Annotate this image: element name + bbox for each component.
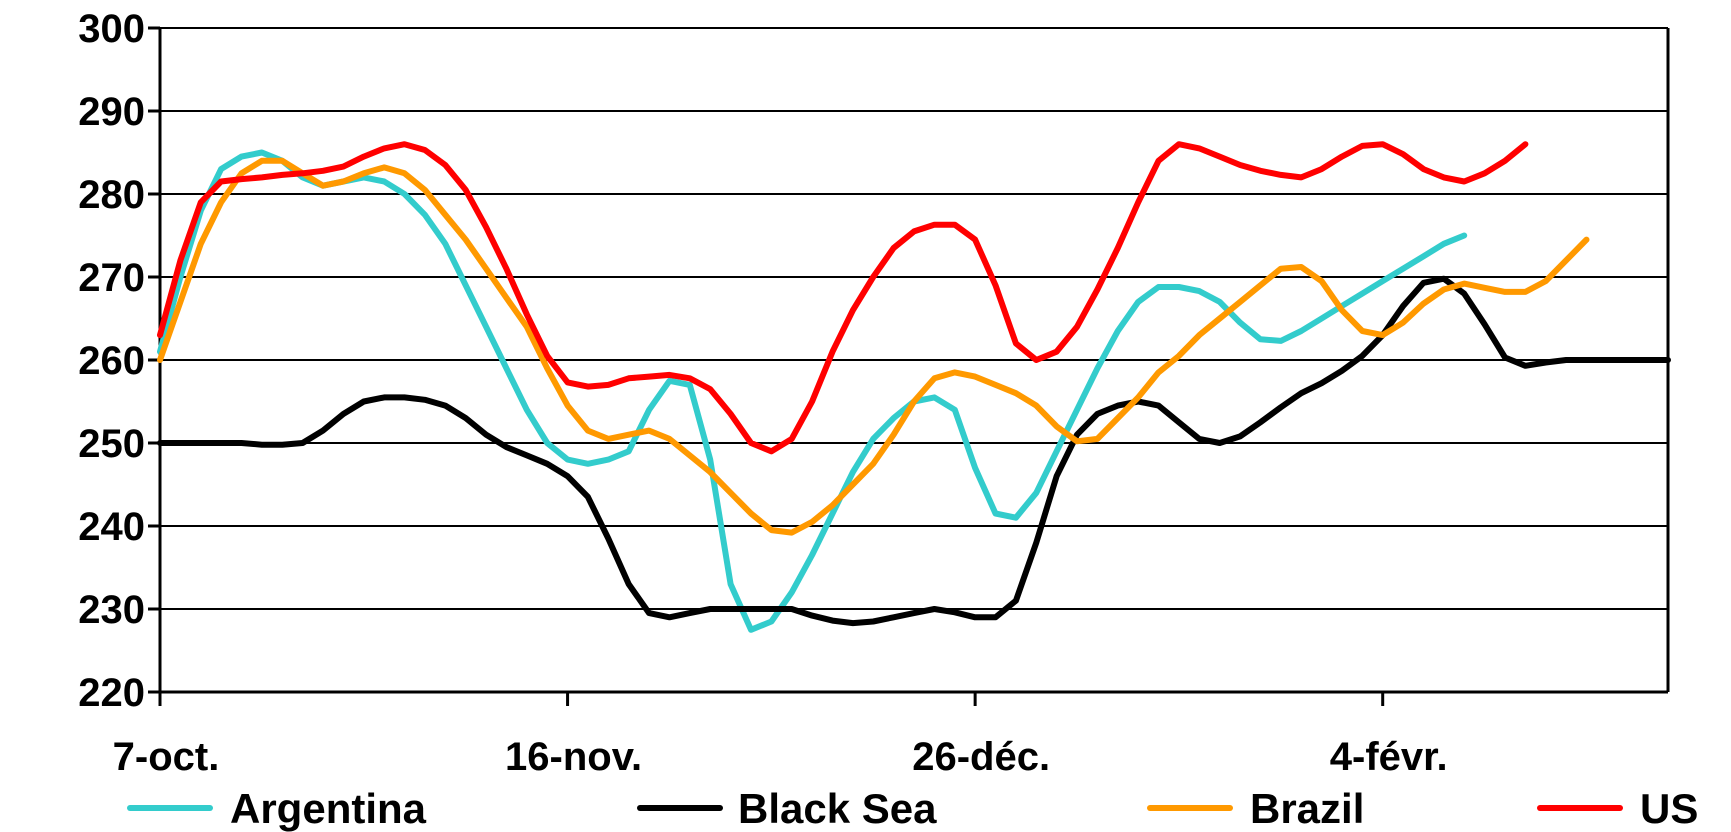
y-tick-label: 230 [78,588,145,632]
series-line-brazil [157,157,1590,536]
legend: Argentina Black Sea Brazil US [127,785,1698,832]
legend-label-us: US [1640,785,1698,832]
y-tick-label: 290 [78,90,145,134]
y-tick-label: 300 [78,7,145,51]
series-line-us [157,141,1529,455]
axes: 220 230 240 250 260 270 280 290 300 7-oct. 16-nov.… [78,7,1670,779]
y-tick-label: 270 [78,256,145,300]
x-tick-label: 7-oct. [113,735,220,779]
series-line-black-sea [157,275,1671,627]
x-tick-label: 26-déc. [912,735,1050,779]
legend-label-brazil: Brazil [1250,785,1364,832]
series-lines [157,141,1671,633]
y-tick-label: 260 [78,339,145,383]
y-tick-label: 240 [78,505,145,549]
x-tick-label: 4-févr. [1330,735,1448,779]
y-tick-label: 220 [78,671,145,715]
series-line-argentina [157,149,1468,633]
legend-label-black-sea: Black Sea [738,785,937,832]
gridlines [160,27,1668,693]
x-tick-label: 16-nov. [505,735,642,779]
legend-label-argentina: Argentina [230,785,427,832]
y-tick-label: 250 [78,422,145,466]
y-tick-label: 280 [78,173,145,217]
